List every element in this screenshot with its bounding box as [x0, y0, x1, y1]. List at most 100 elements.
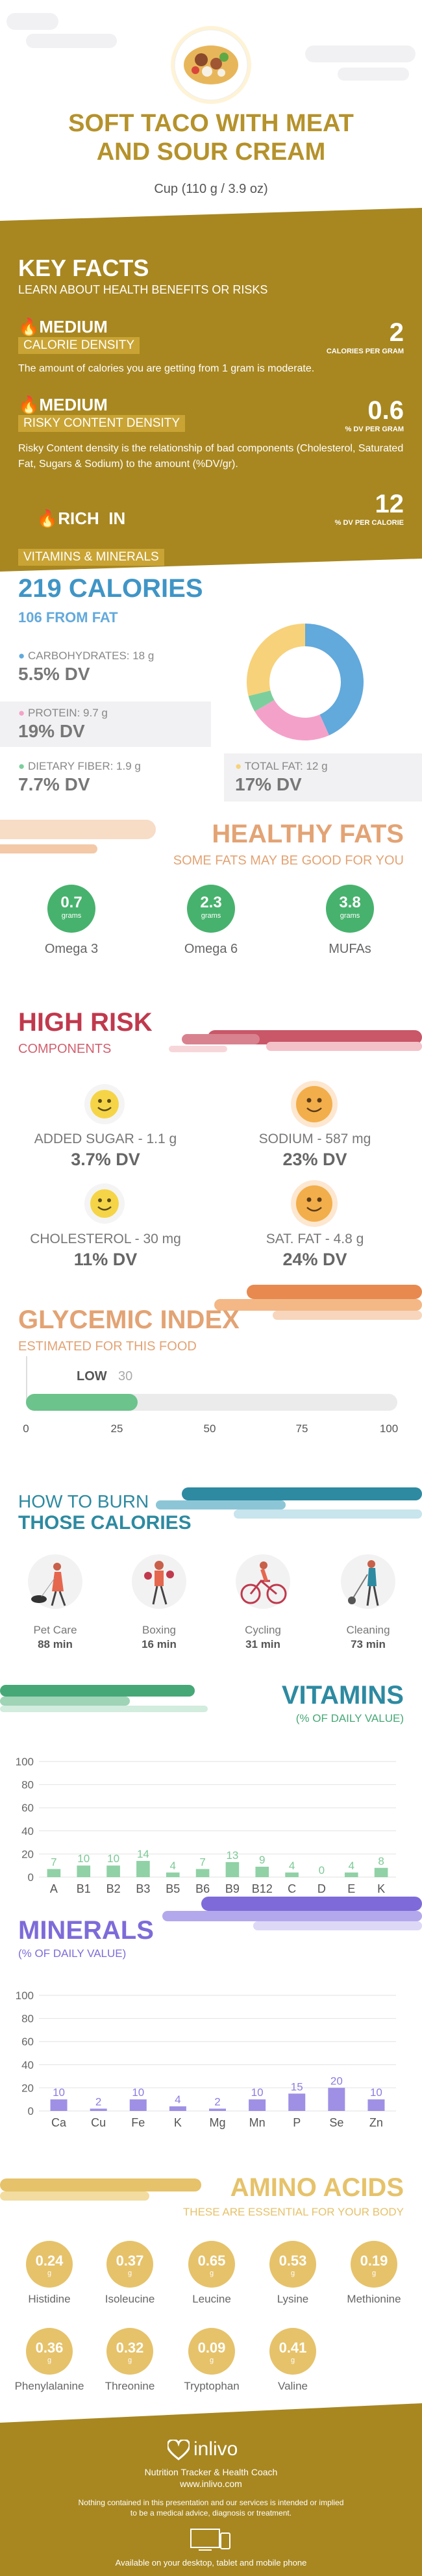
mineral-category-label: Zn	[369, 2116, 383, 2129]
mineral-category-label: Ca	[51, 2116, 67, 2129]
lysine-unit: g	[290, 2269, 295, 2277]
mineral-category-label: Mn	[249, 2116, 266, 2129]
mineral-bar	[209, 2108, 226, 2111]
mufas-unit: grams	[340, 912, 360, 920]
mineral-value-label: 10	[132, 2086, 144, 2099]
risky-content-fact: 🔥MEDIUM RISKY CONTENT DENSITY Risky Cont…	[18, 395, 408, 472]
healthy-fats-subtitle: SOME FATS MAY BE GOOD FOR YOU	[173, 853, 404, 868]
rich-value: 12	[375, 490, 404, 518]
protein-legend-bg	[0, 701, 211, 747]
sodium-smiley-icon	[291, 1081, 338, 1128]
mineral-ytick-label: 80	[21, 2013, 34, 2025]
donut-slice-total-fat	[247, 624, 305, 696]
brand-url[interactable]: www.inlivo.com	[180, 2479, 242, 2489]
vitamin-value-label: 9	[259, 1854, 265, 1866]
fat-dot-icon: ●	[235, 760, 242, 772]
mineral-category-label: P	[293, 2116, 301, 2129]
mufas-label: MUFAs	[329, 942, 371, 956]
mineral-ytick-label: 20	[21, 2082, 34, 2094]
omega6-value: 2.3	[200, 894, 222, 911]
mineral-category-label: Fe	[131, 2116, 145, 2129]
mineral-value-label: 10	[251, 2086, 264, 2099]
vitamin-bar	[374, 1867, 388, 1877]
pet-care-icon	[28, 1554, 82, 1609]
mufas-value: 3.8	[339, 894, 361, 911]
cholesterol-dv: 11% DV	[73, 1250, 138, 1269]
decor-stripes	[214, 1285, 422, 1320]
carbs-dot-icon: ●	[18, 650, 25, 662]
lysine-circle: 0.53 g	[269, 2241, 316, 2288]
vitamin-value-label: 14	[137, 1848, 149, 1860]
pet-care-label: Pet Care	[33, 1624, 77, 1636]
donut-slice-dietary-fiber	[248, 690, 275, 712]
fiber-dot-icon: ●	[18, 760, 25, 772]
omega3-label: Omega 3	[44, 942, 99, 956]
vitamin-category-label: E	[347, 1882, 355, 1895]
page-title-line2: AND SOUR CREAM	[96, 138, 326, 166]
rich-level: RICH IN	[58, 509, 126, 528]
vitamin-ytick-label: 60	[21, 1802, 34, 1814]
phenylalanine-unit: g	[47, 2356, 52, 2364]
risky-level-row: 🔥MEDIUM	[18, 395, 408, 415]
sat-fat-smiley-icon	[291, 1180, 338, 1227]
key-facts-background	[0, 208, 422, 572]
phenylalanine-label: Phenylalanine	[14, 2380, 84, 2392]
valine-unit: g	[290, 2356, 295, 2364]
vitamin-category-label: B9	[225, 1882, 240, 1895]
decor-cloud	[305, 45, 416, 62]
phenylalanine-circle: 0.36 g	[26, 2328, 73, 2375]
tryptophan-unit: g	[209, 2356, 214, 2364]
mineral-value-label: 2	[95, 2095, 101, 2108]
fat-dv: 17% DV	[235, 774, 302, 794]
glycemic-subtitle: ESTIMATED FOR THIS FOOD	[18, 1339, 197, 1354]
taco-plate-image	[171, 26, 251, 104]
vitamin-bar	[255, 1866, 269, 1877]
brand-tagline: Nutrition Tracker & Health Coach	[144, 2467, 278, 2477]
vitamin-value-label: 13	[226, 1849, 238, 1862]
vitamin-category-label: A	[50, 1882, 58, 1895]
protein-dv: 19% DV	[18, 721, 85, 741]
risky-unit: % DV PER GRAM	[345, 425, 404, 433]
high-risk-subtitle: COMPONENTS	[18, 1042, 112, 1056]
isoleucine-label: Isoleucine	[105, 2293, 155, 2305]
vitamin-category-label: B3	[136, 1882, 150, 1895]
added-sugar-label: ADDED SUGAR - 1.1 g	[34, 1131, 177, 1146]
methionine-unit: g	[371, 2269, 377, 2277]
vitamin-value-label: 7	[51, 1856, 56, 1869]
pet-care-time: 88 min	[38, 1638, 73, 1650]
disclaimer-line2: to be a medical advice, diagnosis or tre…	[130, 2508, 292, 2518]
mineral-ytick-label: 0	[28, 2105, 34, 2117]
mineral-value-label: 10	[53, 2086, 65, 2099]
flame-icon: 🔥	[18, 317, 40, 336]
glycemic-fill-bar	[26, 1394, 138, 1411]
glycemic-level: LOW	[77, 1369, 107, 1383]
vitamin-value-label: 10	[107, 1852, 119, 1865]
glycemic-zero-line	[26, 1356, 27, 1404]
omega3-value: 0.7	[60, 894, 82, 911]
vitamin-value-label: 7	[199, 1856, 205, 1869]
threonine-label: Threonine	[105, 2380, 155, 2392]
cleaning-time: 73 min	[351, 1638, 386, 1650]
calorie-density-unit: CALORIES PER GRAM	[326, 347, 404, 355]
heart-logo-icon	[168, 2440, 190, 2460]
leucine-circle: 0.65 g	[188, 2241, 235, 2288]
tryptophan-value: 0.09	[197, 2340, 226, 2356]
glycemic-value: 30	[118, 1369, 133, 1383]
leucine-unit: g	[209, 2269, 214, 2277]
vitamins-bar-chart: 0204060801007A10B110B214B34B57B613B99B12…	[16, 1756, 396, 1895]
flame-icon: 🔥	[36, 509, 58, 528]
carbs-label: CARBOHYDRATES: 18 g	[28, 650, 155, 662]
protein-dot-icon: ●	[18, 707, 25, 719]
mineral-bar	[367, 2099, 385, 2111]
donut-slice-protein	[254, 700, 329, 740]
amino-subtitle: THESE ARE ESSENTIAL FOR YOUR BODY	[182, 2206, 404, 2218]
mineral-value-label: 20	[330, 2075, 343, 2087]
sodium-dv: 23% DV	[282, 1150, 347, 1169]
tryptophan-label: Tryptophan	[184, 2380, 240, 2392]
mineral-value-label: 4	[175, 2093, 180, 2106]
vitamin-ytick-label: 40	[21, 1825, 34, 1837]
omega6-unit: grams	[201, 912, 221, 920]
fat-label: TOTAL FAT: 12 g	[244, 760, 328, 772]
calorie-density-value-box: 2 CALORIES PER GRAM	[327, 318, 404, 355]
brand-name: inlivo	[193, 2438, 238, 2460]
